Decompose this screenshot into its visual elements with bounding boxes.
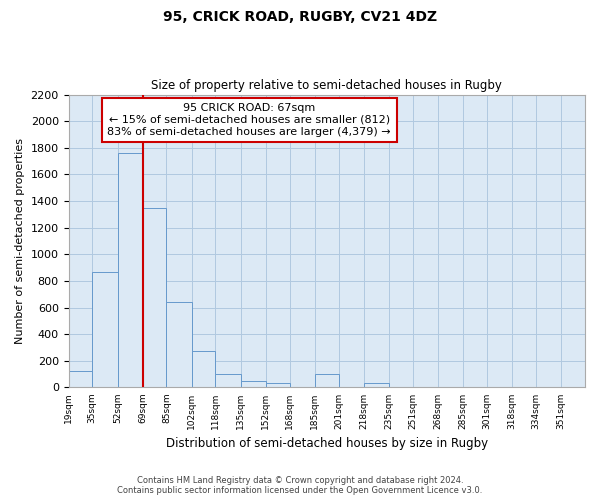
Bar	[315, 374, 338, 388]
Y-axis label: Number of semi-detached properties: Number of semi-detached properties	[15, 138, 25, 344]
Bar	[68, 372, 92, 388]
Text: 95, CRICK ROAD, RUGBY, CV21 4DZ: 95, CRICK ROAD, RUGBY, CV21 4DZ	[163, 10, 437, 24]
Title: Size of property relative to semi-detached houses in Rugby: Size of property relative to semi-detach…	[151, 79, 502, 92]
Text: 95 CRICK ROAD: 67sqm
← 15% of semi-detached houses are smaller (812)
83% of semi: 95 CRICK ROAD: 67sqm ← 15% of semi-detac…	[107, 104, 391, 136]
Bar	[215, 374, 241, 388]
Bar	[143, 208, 166, 388]
Bar	[241, 381, 266, 388]
Bar	[266, 384, 290, 388]
Bar	[364, 384, 389, 388]
Bar	[92, 272, 118, 388]
Text: Contains HM Land Registry data © Crown copyright and database right 2024.
Contai: Contains HM Land Registry data © Crown c…	[118, 476, 482, 495]
Bar	[118, 153, 143, 388]
Bar	[192, 352, 215, 388]
X-axis label: Distribution of semi-detached houses by size in Rugby: Distribution of semi-detached houses by …	[166, 437, 488, 450]
Bar	[166, 302, 192, 388]
